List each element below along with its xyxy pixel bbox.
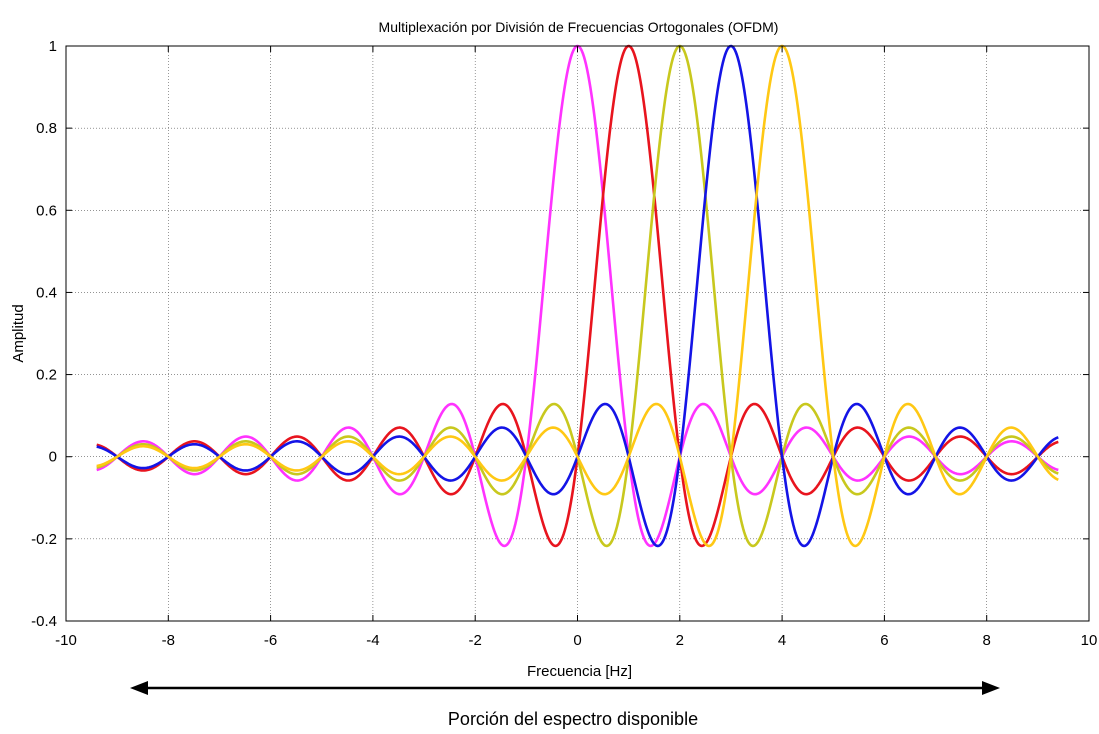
x-tick-label: 4 <box>778 632 786 649</box>
y-tick-label: 0.2 <box>36 367 57 384</box>
x-tick-label: 10 <box>1081 632 1098 649</box>
y-tick-label: 0.4 <box>36 284 57 301</box>
spectrum-arrow <box>130 681 1000 695</box>
y-tick-label: 0.8 <box>36 120 57 137</box>
grid <box>66 46 1089 621</box>
spectrum-annotation: Porción del espectro disponible <box>448 709 698 729</box>
y-tick-label: -0.2 <box>31 531 57 548</box>
x-axis-label: Frecuencia [Hz] <box>527 663 632 680</box>
x-tick-label: 8 <box>983 632 991 649</box>
x-tick-label: -8 <box>162 632 175 649</box>
arrow-head-left <box>130 681 148 695</box>
x-tick-label: 6 <box>880 632 888 649</box>
x-tick-label: -2 <box>469 632 482 649</box>
y-tick-label: 1 <box>49 38 57 55</box>
tick-group: -10 -8 -6 -4 -2 0 2 4 6 8 10 -0.4 -0.2 0 0.2 0.4 0.6 0.8 1 <box>31 38 1097 649</box>
y-tick-label: 0.6 <box>36 202 57 219</box>
series-line-5 <box>96 44 1059 548</box>
x-tick-label: 2 <box>676 632 684 649</box>
y-axis-label: Amplitud <box>10 304 27 362</box>
x-tick-label: -6 <box>264 632 277 649</box>
arrow-head-right <box>982 681 1000 695</box>
x-tick-label: 0 <box>573 632 581 649</box>
y-tick-label: 0 <box>49 449 57 466</box>
chart-title: Multiplexación por División de Frecuenci… <box>379 19 779 35</box>
x-tick-label: -10 <box>55 632 77 649</box>
y-tick-label: -0.4 <box>31 613 57 630</box>
x-tick-label: -4 <box>366 632 379 649</box>
